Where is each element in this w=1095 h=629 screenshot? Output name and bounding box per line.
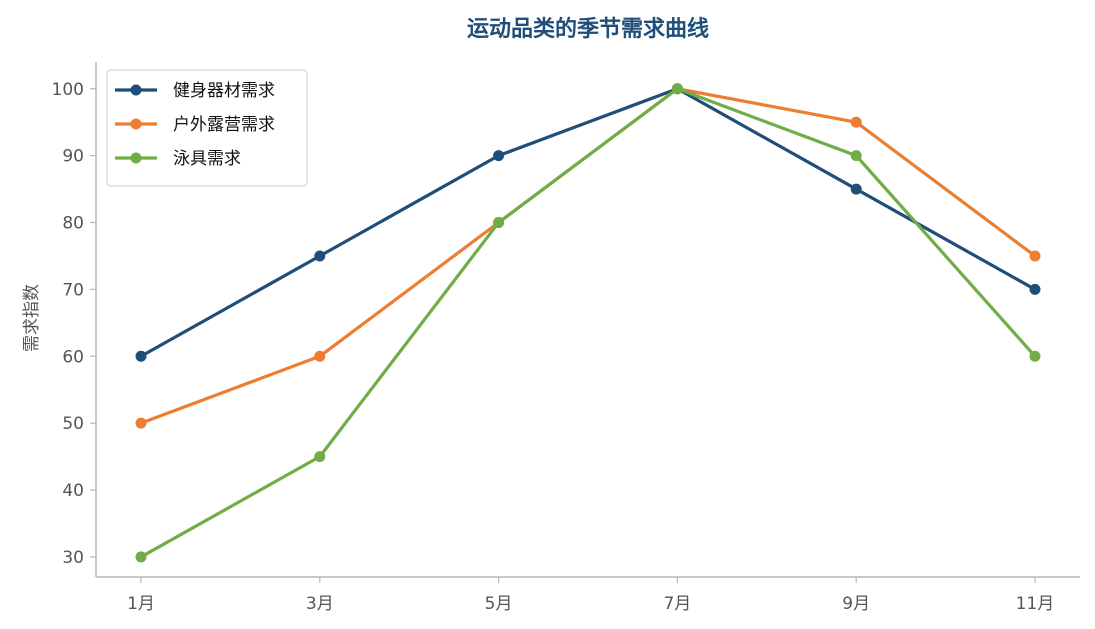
chart-title: 运动品类的季节需求曲线 xyxy=(467,16,709,42)
data-point xyxy=(314,451,326,463)
data-point xyxy=(314,250,326,262)
data-point xyxy=(493,217,505,229)
y-tick-label: 90 xyxy=(62,147,84,167)
legend-marker xyxy=(130,118,142,130)
legend-label: 健身器材需求 xyxy=(173,81,275,101)
y-tick-label: 40 xyxy=(62,481,84,501)
data-point xyxy=(1029,350,1041,362)
x-tick-label: 3月 xyxy=(306,594,334,614)
y-tick-label: 60 xyxy=(62,347,84,367)
data-point xyxy=(671,83,683,95)
series-line xyxy=(139,87,1037,358)
data-point xyxy=(850,116,862,128)
data-point xyxy=(850,183,862,195)
y-tick-label: 30 xyxy=(62,548,84,568)
data-point xyxy=(1029,250,1041,262)
series-group xyxy=(135,83,1041,563)
legend-item: 泳具需求 xyxy=(115,149,241,169)
x-tick-label: 1月 xyxy=(127,594,155,614)
legend-marker xyxy=(130,84,142,96)
legend-item: 户外露营需求 xyxy=(115,115,275,135)
x-tick-label: 5月 xyxy=(485,594,513,614)
y-tick-label: 100 xyxy=(52,80,84,100)
data-point xyxy=(1029,283,1041,295)
data-point xyxy=(135,417,147,429)
data-point xyxy=(135,551,147,563)
data-point xyxy=(493,150,505,162)
y-tick-label: 50 xyxy=(62,414,84,434)
data-point xyxy=(850,150,862,162)
x-tick-label: 7月 xyxy=(663,594,691,614)
y-tick-label: 70 xyxy=(62,280,84,300)
legend-label: 泳具需求 xyxy=(173,149,241,169)
legend-item: 健身器材需求 xyxy=(115,81,275,101)
data-point xyxy=(135,350,147,362)
legend-marker xyxy=(130,152,142,164)
legend-label: 户外露营需求 xyxy=(173,115,275,135)
axes: 30 40 50 60 70 80 90 100 1月 3月 5月 7月 9月 11月 xyxy=(52,62,1080,614)
x-tick-label: 11月 xyxy=(1016,594,1055,614)
y-tick-label: 80 xyxy=(62,214,84,234)
y-axis-label: 需求指数 xyxy=(22,284,42,352)
series-3 xyxy=(135,83,1041,563)
series-line xyxy=(139,87,1037,559)
data-point xyxy=(314,350,326,362)
x-tick-label: 9月 xyxy=(842,594,870,614)
